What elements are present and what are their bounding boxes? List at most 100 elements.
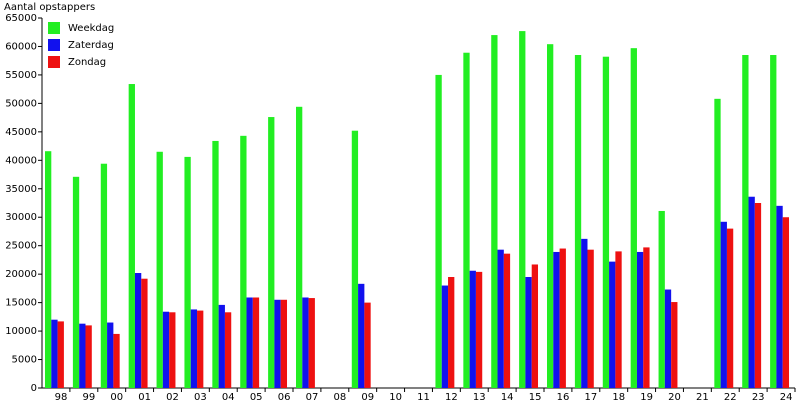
y-tick-label: 10000 (5, 326, 37, 337)
x-tick-label: 05 (250, 392, 263, 400)
x-tick-label: 17 (584, 392, 597, 400)
bar (448, 277, 455, 388)
x-tick-label: 09 (361, 392, 374, 400)
x-tick-label: 03 (194, 392, 207, 400)
bar (364, 302, 371, 388)
bar (491, 35, 498, 388)
bar (100, 163, 108, 388)
x-tick-label: 10 (389, 392, 402, 400)
x-tick-label: 01 (138, 392, 151, 400)
bar (503, 253, 511, 388)
bar (280, 299, 288, 388)
y-tick-label: 60000 (5, 41, 37, 52)
legend-swatch (48, 39, 60, 51)
bar (609, 261, 616, 388)
bar (72, 176, 80, 388)
x-tick-label: 16 (557, 392, 570, 400)
bar (441, 285, 449, 388)
bar (51, 319, 58, 388)
legend-label: Zaterdag (68, 40, 114, 51)
bar (602, 56, 610, 388)
bar (212, 140, 219, 388)
legend-label: Zondag (68, 57, 106, 68)
x-tick-label: 98 (55, 392, 68, 400)
bar (224, 312, 232, 388)
bar (246, 297, 253, 388)
y-tick-label: 0 (31, 383, 37, 394)
y-tick-label: 25000 (5, 241, 37, 252)
bar (559, 248, 566, 388)
bar (197, 310, 204, 388)
bar (184, 156, 191, 388)
bar (57, 321, 64, 388)
y-tick-label: 45000 (5, 127, 37, 138)
y-tick-label: 5000 (12, 355, 37, 366)
x-tick-label: 12 (445, 392, 458, 400)
x-tick-label: 06 (278, 392, 291, 400)
bar (497, 249, 504, 388)
y-tick-label: 30000 (5, 212, 37, 223)
bar (351, 130, 359, 388)
bar (252, 297, 260, 388)
bar (658, 210, 665, 388)
y-tick-label: 50000 (5, 98, 37, 109)
bar (782, 217, 790, 388)
bar (268, 117, 275, 389)
legend-swatch (48, 56, 60, 68)
bar (664, 289, 672, 388)
x-tick-label: 02 (166, 392, 179, 400)
y-tick-label: 35000 (5, 184, 37, 195)
y-tick-label: 55000 (5, 70, 37, 81)
bar (358, 283, 365, 388)
bar (636, 251, 644, 388)
bar (519, 31, 526, 388)
bar (615, 251, 622, 388)
bar (742, 55, 749, 388)
legend-swatch (48, 22, 60, 34)
bar (113, 333, 120, 388)
bar (553, 251, 560, 388)
bar (141, 278, 148, 388)
bar (525, 277, 532, 388)
bar (547, 44, 554, 388)
y-tick-label: 15000 (5, 298, 37, 309)
bar (776, 205, 783, 388)
bar (463, 52, 470, 388)
bar (190, 309, 198, 388)
x-tick-label: 11 (417, 392, 430, 400)
bar (469, 270, 476, 388)
bar (79, 323, 86, 388)
bar (218, 304, 225, 388)
bar (643, 247, 650, 388)
bar (574, 55, 582, 388)
x-tick-label: 20 (668, 392, 681, 400)
bar (308, 298, 315, 388)
x-tick-label: 23 (752, 392, 765, 400)
x-tick-label: 04 (222, 392, 235, 400)
bar (128, 84, 135, 389)
x-tick-label: 19 (640, 392, 653, 400)
bar (240, 135, 247, 388)
bar (134, 273, 142, 388)
bar (630, 48, 637, 389)
x-tick-label: 99 (82, 392, 95, 400)
x-tick-label: 18 (612, 392, 625, 400)
bar (671, 302, 678, 388)
x-tick-label: 13 (473, 392, 486, 400)
bar (587, 249, 594, 388)
x-tick-label: 21 (696, 392, 709, 400)
bar (754, 203, 762, 388)
bar (748, 196, 755, 388)
bar (720, 221, 727, 388)
bar (85, 325, 92, 388)
bar (162, 311, 170, 388)
legend-label: Weekdag (68, 23, 114, 34)
y-tick-label: 65000 (5, 13, 37, 24)
bar (107, 322, 114, 388)
bar (531, 264, 539, 388)
y-axis-label: Aantal opstappers (4, 2, 95, 13)
y-tick-label: 20000 (5, 269, 37, 280)
y-tick-label: 40000 (5, 155, 37, 166)
x-tick-label: 24 (780, 392, 793, 400)
